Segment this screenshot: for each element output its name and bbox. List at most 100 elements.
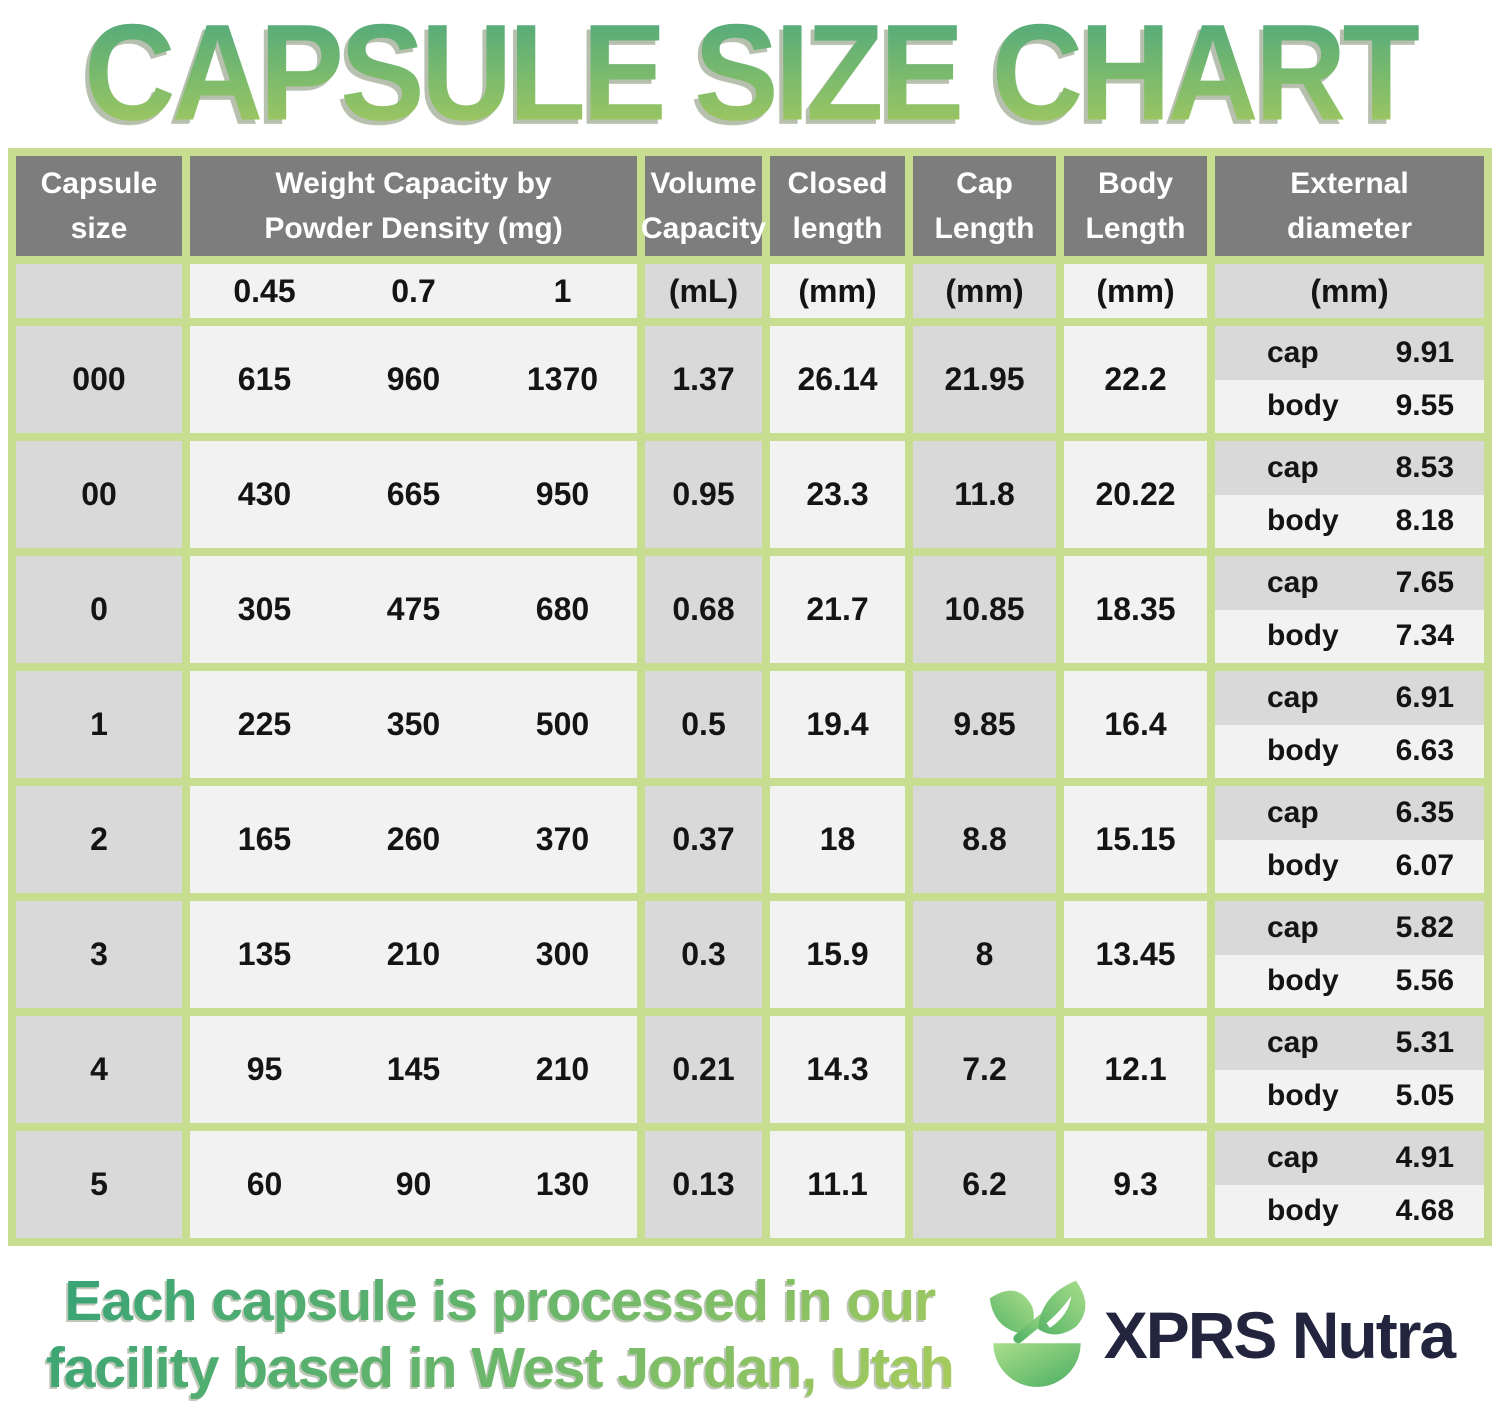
weight-value: 210: [535, 1051, 590, 1087]
brand-name: XPRS Nutra: [1103, 1298, 1456, 1373]
weight-value: 95: [246, 1051, 283, 1087]
units-body-length: (mm): [1064, 264, 1207, 318]
cap-length-2: 8.8: [913, 786, 1056, 893]
closed-length-00: 23.3: [770, 441, 905, 548]
external-body-value: 4.68: [1395, 1194, 1454, 1228]
leaf-bowl-icon: [989, 1280, 1086, 1388]
external-diameter-000: cap 9.91 body 9.55: [1215, 326, 1484, 433]
col-header-weight-capacity: Weight Capacity by Powder Density (mg): [190, 156, 637, 256]
weight-value: 430: [237, 476, 292, 512]
weight-value: 165: [237, 821, 292, 857]
weight-value: 370: [535, 821, 590, 857]
external-cap-row: cap 6.35: [1215, 786, 1484, 840]
density-value: 0.45: [233, 272, 296, 309]
external-body-value: 8.18: [1395, 504, 1454, 538]
closed-length-4: 14.3: [770, 1016, 905, 1123]
density-value: 1: [553, 272, 572, 309]
external-diameter-2: cap 6.35 body 6.07: [1215, 786, 1484, 893]
external-body-value: 5.05: [1395, 1079, 1454, 1113]
external-body-value: 9.55: [1395, 389, 1454, 423]
external-cap-value: 8.53: [1395, 450, 1454, 484]
external-body-value: 5.56: [1395, 964, 1454, 998]
external-body-row: body 5.05: [1215, 1069, 1484, 1123]
volume-4: 0.21: [645, 1016, 762, 1123]
external-diameter-00: cap 8.53 body 8.18: [1215, 441, 1484, 548]
external-cap-value: 7.65: [1395, 565, 1454, 599]
external-body-row: body 8.18: [1215, 494, 1484, 548]
weight-value: 305: [237, 591, 292, 627]
external-cap-label: cap: [1267, 335, 1319, 369]
cap-length-0: 10.85: [913, 556, 1056, 663]
header-line: Capsule size: [40, 167, 158, 245]
weight-value: 665: [386, 476, 441, 512]
external-diameter-0: cap 7.65 body 7.34: [1215, 556, 1484, 663]
weights-1: 225 350 500: [190, 671, 637, 778]
external-body-label: body: [1267, 734, 1339, 768]
cap-length-00: 11.8: [913, 441, 1056, 548]
weight-value: 225: [237, 706, 292, 742]
volume-0: 0.68: [645, 556, 762, 663]
weights-00: 430 665 950: [190, 441, 637, 548]
weight-value: 680: [535, 591, 590, 627]
closed-length-1: 19.4: [770, 671, 905, 778]
external-cap-label: cap: [1267, 910, 1319, 944]
weights-5: 60 90 130: [190, 1131, 637, 1238]
header-line: Length: [934, 212, 1035, 245]
external-body-label: body: [1267, 1079, 1339, 1113]
weight-value: 500: [535, 706, 590, 742]
volume-000: 1.37: [645, 326, 762, 433]
footer-note: Each capsule is processed in our facilit…: [46, 1268, 954, 1403]
header-line: Cap: [956, 167, 1013, 200]
weight-value: 135: [237, 936, 292, 972]
external-body-row: body 6.07: [1215, 839, 1484, 893]
cap-length-3: 8: [913, 901, 1056, 1008]
weight-value: 615: [237, 361, 292, 397]
external-cap-row: cap 8.53: [1215, 441, 1484, 495]
body-length-2: 15.15: [1064, 786, 1207, 893]
weight-value: 60: [246, 1166, 283, 1202]
col-header-closed-length: Closed length: [770, 156, 905, 256]
volume-5: 0.13: [645, 1131, 762, 1238]
header-line: Closed: [787, 167, 888, 200]
external-cap-row: cap 5.31: [1215, 1016, 1484, 1070]
external-body-value: 7.34: [1395, 619, 1454, 653]
external-body-row: body 4.68: [1215, 1184, 1484, 1238]
external-cap-label: cap: [1267, 450, 1319, 484]
external-body-label: body: [1267, 619, 1339, 653]
header-line: length: [792, 212, 883, 245]
units-powder-densities: 0.45 0.7 1: [190, 264, 637, 318]
density-value: 0.7: [391, 272, 436, 309]
external-body-label: body: [1267, 849, 1339, 883]
body-length-3: 13.45: [1064, 901, 1207, 1008]
capsule-size-3: 3: [16, 901, 182, 1008]
closed-length-000: 26.14: [770, 326, 905, 433]
external-diameter-1: cap 6.91 body 6.63: [1215, 671, 1484, 778]
external-body-value: 6.63: [1395, 734, 1454, 768]
external-cap-row: cap 4.91: [1215, 1131, 1484, 1185]
capsule-size-table: Capsule size Weight Capacity by Powder D…: [8, 148, 1492, 1246]
volume-00: 0.95: [645, 441, 762, 548]
capsule-size-4: 4: [16, 1016, 182, 1123]
weight-value: 1370: [526, 361, 599, 397]
units-external-diameter: (mm): [1215, 264, 1484, 318]
cap-length-1: 9.85: [913, 671, 1056, 778]
external-cap-row: cap 5.82: [1215, 901, 1484, 955]
external-cap-label: cap: [1267, 565, 1319, 599]
header-line: Capacity: [640, 212, 767, 245]
weight-value: 260: [386, 821, 441, 857]
brand-logo: XPRS Nutra: [978, 1276, 1456, 1394]
page-title: CAPSULE SIZE CHART: [0, 3, 1500, 141]
weights-4: 95 145 210: [190, 1016, 637, 1123]
volume-1: 0.5: [645, 671, 762, 778]
col-header-cap-length: Cap Length: [913, 156, 1056, 256]
closed-length-3: 15.9: [770, 901, 905, 1008]
col-header-body-length: Body Length: [1064, 156, 1207, 256]
header-line: Body: [1098, 167, 1173, 200]
body-length-000: 22.2: [1064, 326, 1207, 433]
external-body-label: body: [1267, 964, 1339, 998]
capsule-size-000: 000: [16, 326, 182, 433]
external-cap-value: 4.91: [1395, 1140, 1454, 1174]
units-capsule-size-blank: [16, 264, 182, 318]
cap-length-4: 7.2: [913, 1016, 1056, 1123]
